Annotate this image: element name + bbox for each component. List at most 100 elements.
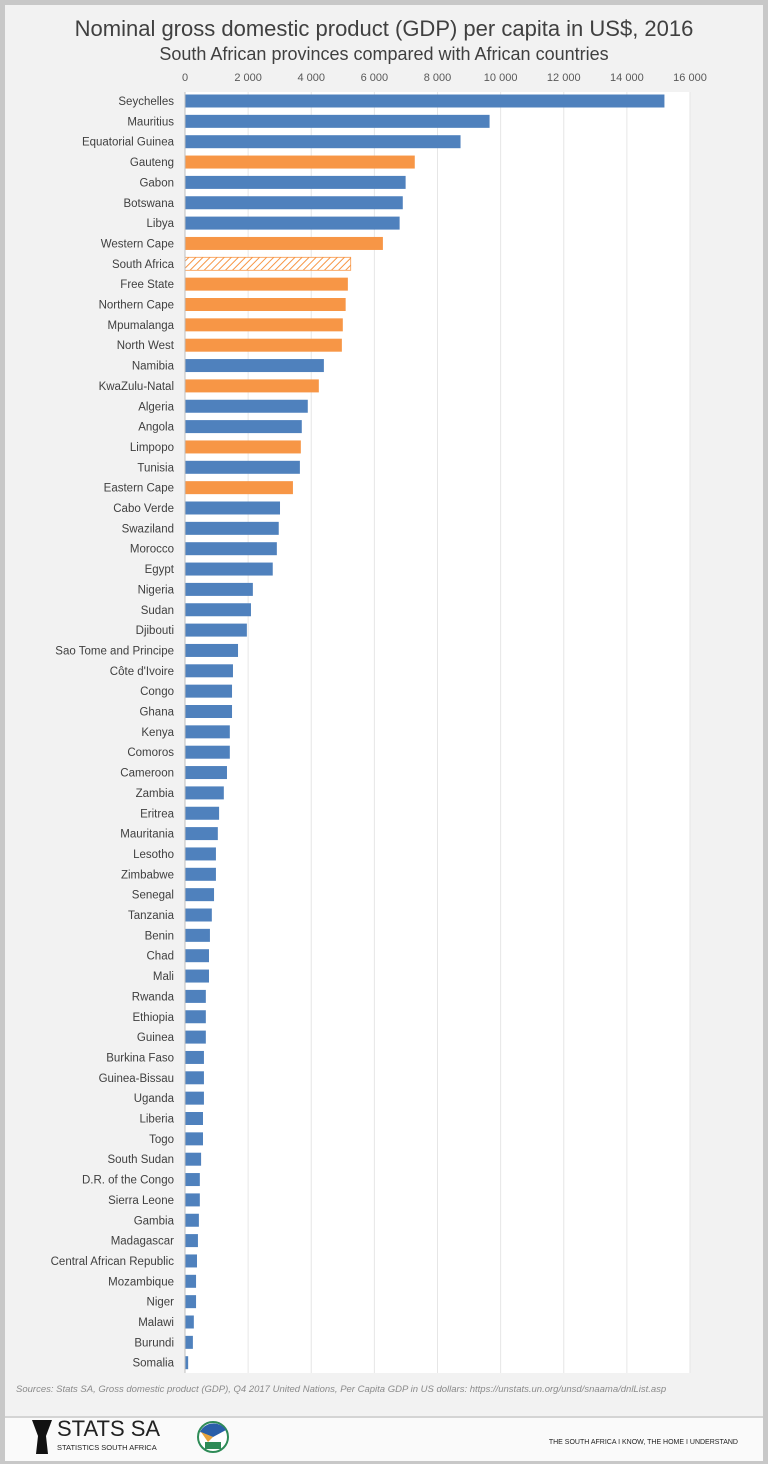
category-label: Djibouti bbox=[136, 625, 174, 637]
bar-burundi bbox=[185, 1335, 193, 1349]
bar-central-african-republic bbox=[185, 1254, 197, 1268]
category-label: Western Cape bbox=[101, 238, 174, 250]
bar-kwazulu-natal bbox=[185, 379, 319, 393]
category-label: Seychelles bbox=[118, 96, 174, 108]
category-label: Cameroon bbox=[120, 768, 174, 780]
bar-north-west bbox=[185, 338, 342, 352]
bar-liberia bbox=[185, 1112, 203, 1125]
bar-rwanda bbox=[185, 989, 206, 1003]
bar-niger bbox=[185, 1295, 197, 1309]
category-label: Free State bbox=[120, 279, 174, 291]
bar-mauritania bbox=[185, 827, 218, 841]
category-label: Uganda bbox=[134, 1093, 175, 1105]
category-label: Niger bbox=[147, 1297, 175, 1309]
category-label: Burkina Faso bbox=[106, 1052, 174, 1064]
category-label: Somalia bbox=[132, 1358, 174, 1370]
category-label: Gauteng bbox=[130, 157, 174, 169]
bar-sierra-leone bbox=[185, 1193, 200, 1207]
bar-egypt bbox=[185, 562, 273, 576]
footer-bar bbox=[5, 1416, 763, 1461]
chart-subtitle: South African provinces compared with Af… bbox=[159, 44, 609, 64]
category-label: South Sudan bbox=[107, 1154, 174, 1166]
bar-uganda bbox=[185, 1091, 204, 1105]
category-label: Central African Republic bbox=[51, 1256, 175, 1268]
category-label: Sao Tome and Principe bbox=[55, 645, 174, 657]
bar-madagascar bbox=[185, 1234, 198, 1248]
x-tick-label: 14 000 bbox=[610, 72, 644, 84]
category-label: KwaZulu-Natal bbox=[99, 381, 174, 393]
bar-togo bbox=[185, 1132, 203, 1146]
category-label: Guinea bbox=[137, 1032, 175, 1044]
bar-congo bbox=[185, 684, 233, 698]
bar-lesotho bbox=[185, 847, 216, 861]
x-tick-label: 12 000 bbox=[547, 72, 581, 84]
bar-benin bbox=[185, 928, 210, 942]
bar-eritrea bbox=[185, 806, 220, 820]
category-label: Chad bbox=[147, 951, 175, 963]
category-label: Egypt bbox=[145, 564, 175, 576]
bar-mpumalanga bbox=[185, 318, 343, 332]
bar-mozambique bbox=[185, 1274, 197, 1288]
category-label: North West bbox=[117, 340, 175, 352]
category-label: Ghana bbox=[139, 707, 174, 719]
x-tick-label: 8 000 bbox=[424, 72, 452, 84]
bar-nigeria bbox=[185, 582, 253, 596]
bar-zimbabwe bbox=[185, 867, 216, 881]
category-label: Libya bbox=[147, 218, 175, 230]
bar-senegal bbox=[185, 888, 215, 902]
bar-tanzania bbox=[185, 908, 212, 922]
category-label: D.R. of the Congo bbox=[82, 1175, 174, 1187]
bar-ethiopia bbox=[185, 1010, 206, 1024]
category-label: Morocco bbox=[130, 544, 174, 556]
bar-comoros bbox=[185, 745, 230, 759]
bar-angola bbox=[185, 420, 302, 434]
category-label: Northern Cape bbox=[99, 300, 174, 312]
bar-d-r-of-the-congo bbox=[185, 1173, 200, 1187]
category-label: Gambia bbox=[134, 1215, 175, 1227]
bar-northern-cape bbox=[185, 298, 346, 311]
category-label: Burundi bbox=[134, 1337, 174, 1349]
bar-guinea bbox=[185, 1030, 206, 1044]
category-label: Mali bbox=[153, 971, 174, 983]
category-label: Benin bbox=[145, 930, 174, 942]
bar-limpopo bbox=[185, 440, 301, 454]
category-label: Swaziland bbox=[122, 523, 174, 535]
category-label: Guinea-Bissau bbox=[99, 1073, 174, 1085]
x-tick-label: 16 000 bbox=[673, 72, 707, 84]
stats-sa-logo-subtitle: STATISTICS SOUTH AFRICA bbox=[57, 1443, 157, 1452]
x-tick-label: 4 000 bbox=[297, 72, 325, 84]
bar-morocco bbox=[185, 542, 277, 556]
category-label: Algeria bbox=[138, 401, 174, 413]
x-tick-label: 6 000 bbox=[361, 72, 389, 84]
category-label: Mauritius bbox=[127, 116, 174, 128]
category-label: Togo bbox=[149, 1134, 174, 1146]
bar-malawi bbox=[185, 1315, 194, 1329]
bar-algeria bbox=[185, 399, 308, 413]
bar-eastern-cape bbox=[185, 481, 293, 495]
bar-western-cape bbox=[185, 236, 383, 250]
bar-zambia bbox=[185, 786, 224, 800]
category-label: Zambia bbox=[136, 788, 175, 800]
stats-sa-logo-name: STATS SA bbox=[57, 1416, 161, 1441]
chart-title: Nominal gross domestic product (GDP) per… bbox=[74, 16, 694, 41]
x-tick-label: 2 000 bbox=[234, 72, 262, 84]
bar-guinea-bissau bbox=[185, 1071, 204, 1085]
stats-sa-logo-icon bbox=[32, 1420, 52, 1454]
category-label: Rwanda bbox=[132, 991, 175, 1003]
category-label: Ethiopia bbox=[132, 1012, 174, 1024]
sources-note: Sources: Stats SA, Gross domestic produc… bbox=[16, 1384, 667, 1395]
category-label: Liberia bbox=[139, 1114, 174, 1126]
bar-cabo-verde bbox=[185, 501, 281, 515]
category-label: Côte d'Ivoire bbox=[110, 666, 174, 678]
category-label: Lesotho bbox=[133, 849, 174, 861]
category-label: Nigeria bbox=[138, 584, 175, 596]
bar-free-state bbox=[185, 277, 348, 291]
category-label: Senegal bbox=[132, 890, 174, 902]
bar-south-africa bbox=[184, 256, 352, 271]
bar-mauritius bbox=[185, 114, 490, 128]
bar-djibouti bbox=[185, 623, 247, 637]
category-label: Malawi bbox=[138, 1317, 174, 1329]
category-label: Comoros bbox=[127, 747, 174, 759]
category-label: Mozambique bbox=[108, 1276, 174, 1288]
bar-gabon bbox=[185, 175, 406, 189]
